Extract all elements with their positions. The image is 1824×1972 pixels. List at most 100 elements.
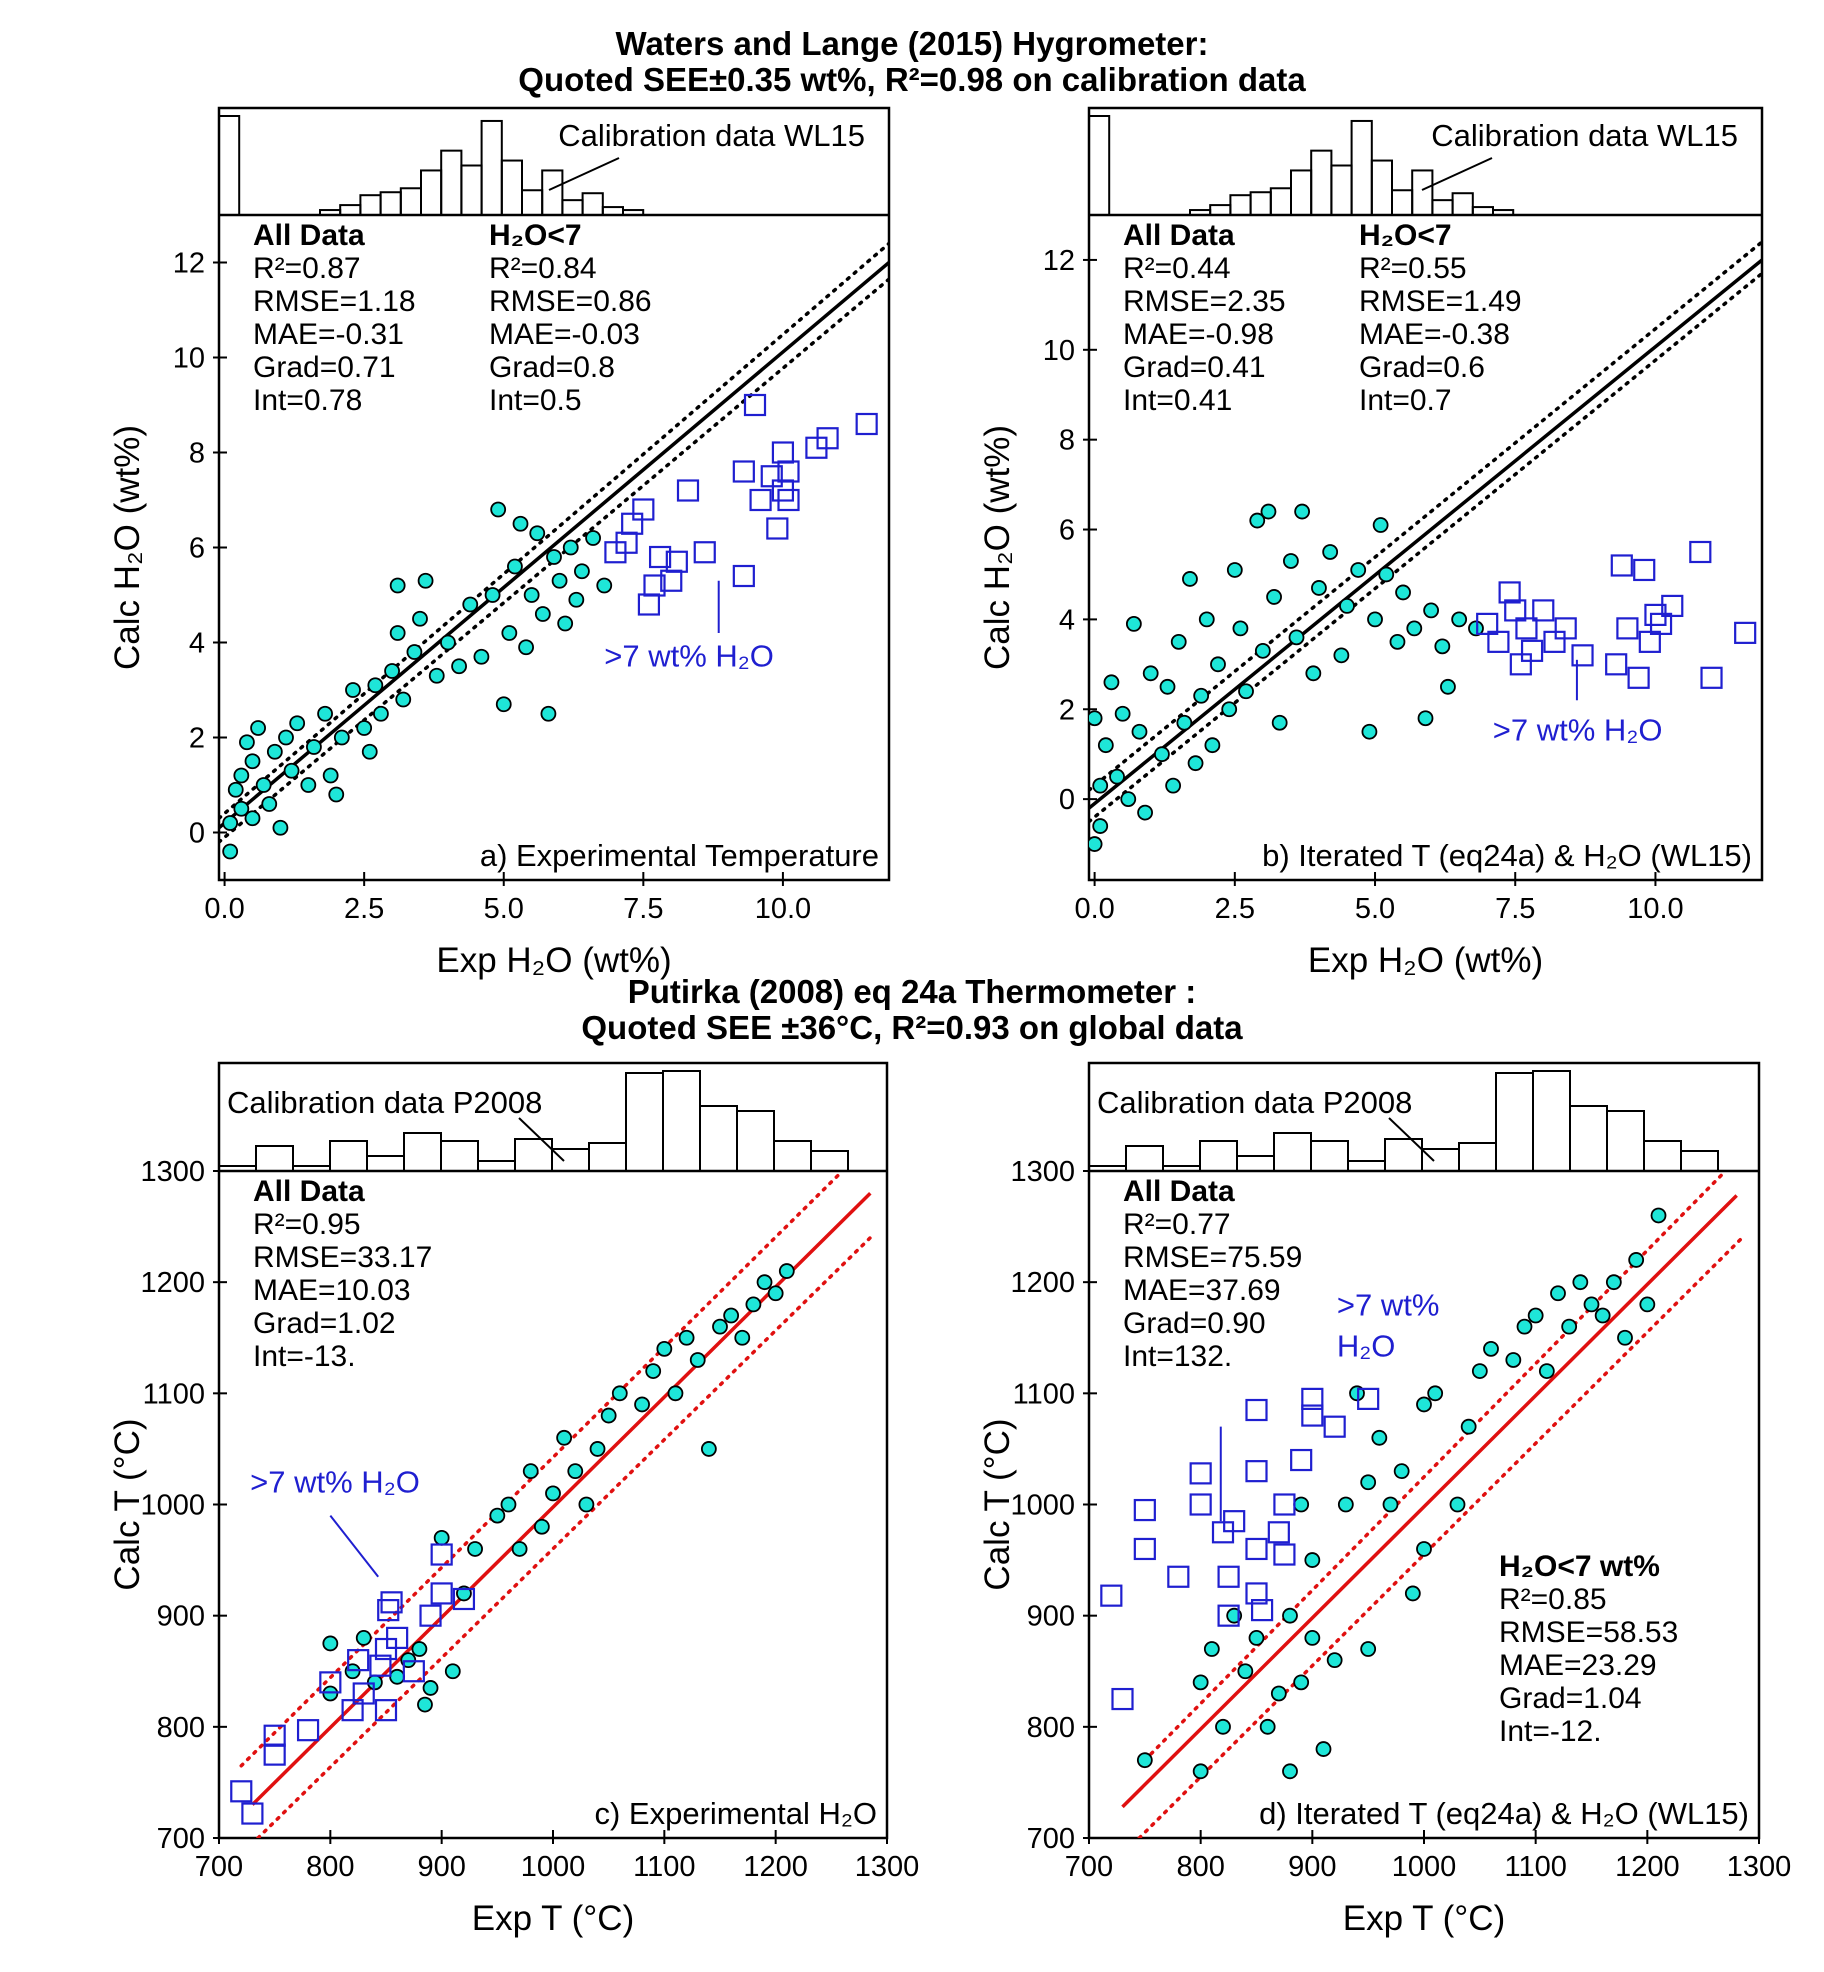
data-point-circle: [1266, 589, 1282, 605]
calibration-label: Calibration data WL15: [1431, 118, 1738, 153]
data-point-circle: [585, 530, 601, 546]
data-point-square: [319, 1671, 342, 1694]
data-point-square: [1273, 1543, 1296, 1566]
data-point-circle: [1423, 602, 1440, 619]
data-point-circle: [1288, 629, 1305, 646]
data-point-circle: [1193, 687, 1210, 704]
data-point-circle: [568, 591, 585, 608]
data-point-square: [1610, 554, 1633, 577]
data-point-square: [648, 545, 672, 569]
data-point-circle: [1248, 1630, 1265, 1646]
data-point-square: [1689, 540, 1712, 564]
y-tick-label: 6: [1059, 515, 1075, 547]
histogram-bar: [622, 209, 645, 217]
data-point-square: [771, 441, 795, 464]
data-point-square: [643, 574, 666, 597]
data-point-circle: [345, 682, 361, 698]
stats-all-data: All DataR²=0.95RMSE=33.17MAE=10.03Grad=1…: [253, 1175, 432, 1373]
data-point-circle: [1516, 1318, 1533, 1335]
data-point-circle: [406, 644, 423, 660]
data-point-circle: [278, 729, 294, 746]
stats-mae: MAE=-0.03: [489, 318, 640, 351]
annotation-text: >7 wt% H₂O: [250, 1464, 420, 1499]
data-point-circle: [1406, 620, 1423, 637]
data-point-square: [777, 488, 800, 512]
data-point-square: [1532, 599, 1555, 622]
upper-error-line: [219, 241, 889, 820]
data-point-square: [1267, 1521, 1290, 1544]
stats-rmse: RMSE=0.86: [489, 285, 652, 318]
calibration-histogram: [218, 115, 645, 217]
data-point-circle: [433, 1529, 450, 1546]
histogram-bar: [1162, 1165, 1201, 1172]
data-point-circle: [355, 1630, 372, 1646]
histogram-bar: [581, 192, 604, 217]
data-point-circle: [306, 739, 322, 755]
data-point-circle: [645, 1363, 662, 1379]
data-point-square: [1520, 639, 1544, 662]
histogram-bar: [1209, 204, 1232, 217]
data-point-circle: [1367, 611, 1383, 628]
stats-heading: H₂O<7: [1359, 219, 1452, 252]
calibration-arrow: [518, 1117, 565, 1162]
data-point-circle: [1460, 1418, 1477, 1435]
data-point-square: [1217, 1565, 1240, 1588]
data-point-square: [1245, 1398, 1268, 1422]
data-point-circle: [444, 1663, 461, 1680]
data-point-square: [1476, 612, 1499, 635]
data-point-square: [380, 1591, 403, 1614]
histogram-bar: [366, 1155, 405, 1172]
data-point-circle: [1538, 1363, 1555, 1379]
data-point-circle: [411, 1641, 428, 1657]
x-tick-label: 1000: [521, 1851, 586, 1883]
data-point-circle: [1594, 1307, 1611, 1324]
data-point-square: [1638, 630, 1661, 653]
y-tick-label: 800: [157, 1712, 205, 1744]
data-point-circle: [1416, 1396, 1432, 1413]
data-point-circle: [1449, 1496, 1466, 1513]
data-point-circle: [1471, 1363, 1488, 1379]
data-points: [230, 1263, 795, 1825]
data-point-square: [676, 479, 700, 502]
stats-grad: Grad=1.04: [1499, 1682, 1642, 1715]
data-point-circle: [395, 691, 412, 708]
data-point-square: [743, 393, 767, 417]
y-axis-label: Calc T (°C): [978, 1418, 1017, 1590]
data-point-circle: [1125, 615, 1142, 632]
y-tick-label: 1200: [1010, 1267, 1075, 1299]
y-axis-label: Calc H₂O (wt%): [978, 425, 1017, 670]
data-point-circle: [1395, 584, 1411, 601]
histogram-bar: [1411, 169, 1434, 216]
data-point-circle: [1176, 714, 1193, 731]
y-tick-label: 900: [157, 1601, 205, 1633]
y-tick-label: 0: [1059, 784, 1075, 816]
stats-subset: H₂O<7R²=0.55RMSE=1.49MAE=-0.38Grad=0.6In…: [1359, 219, 1522, 417]
histogram-bar: [420, 169, 443, 216]
histogram-bar: [1391, 189, 1414, 216]
data-point-circle: [1311, 580, 1327, 596]
y-tick-label: 700: [1027, 1823, 1075, 1855]
data-point-circle: [700, 1441, 717, 1457]
histogram-bar: [1189, 209, 1212, 217]
data-point-square: [1301, 1404, 1324, 1427]
data-point-circle: [1628, 1252, 1645, 1268]
high-water-annotation: >7 wt% H₂O: [1219, 1288, 1439, 1522]
data-point-square: [1661, 594, 1684, 618]
data-points: [222, 393, 878, 860]
data-point-square: [1100, 1584, 1123, 1607]
data-point-circle: [361, 743, 378, 760]
data-point-circle: [1192, 1763, 1209, 1780]
histogram-bar: [541, 169, 564, 216]
stats-r2: R²=0.84: [489, 252, 597, 285]
data-point-circle: [373, 705, 389, 722]
data-point-square: [386, 1626, 409, 1650]
data-points: [1089, 503, 1757, 852]
data-point-circle: [1293, 1496, 1310, 1513]
data-point-square: [1189, 1462, 1212, 1485]
data-point-square: [1487, 630, 1510, 653]
data-point-circle: [1259, 1718, 1276, 1735]
stats-mae: MAE=-0.31: [253, 318, 404, 351]
data-point-circle: [507, 558, 523, 575]
data-point-circle: [467, 1541, 483, 1557]
histogram-bar: [1458, 1142, 1497, 1172]
